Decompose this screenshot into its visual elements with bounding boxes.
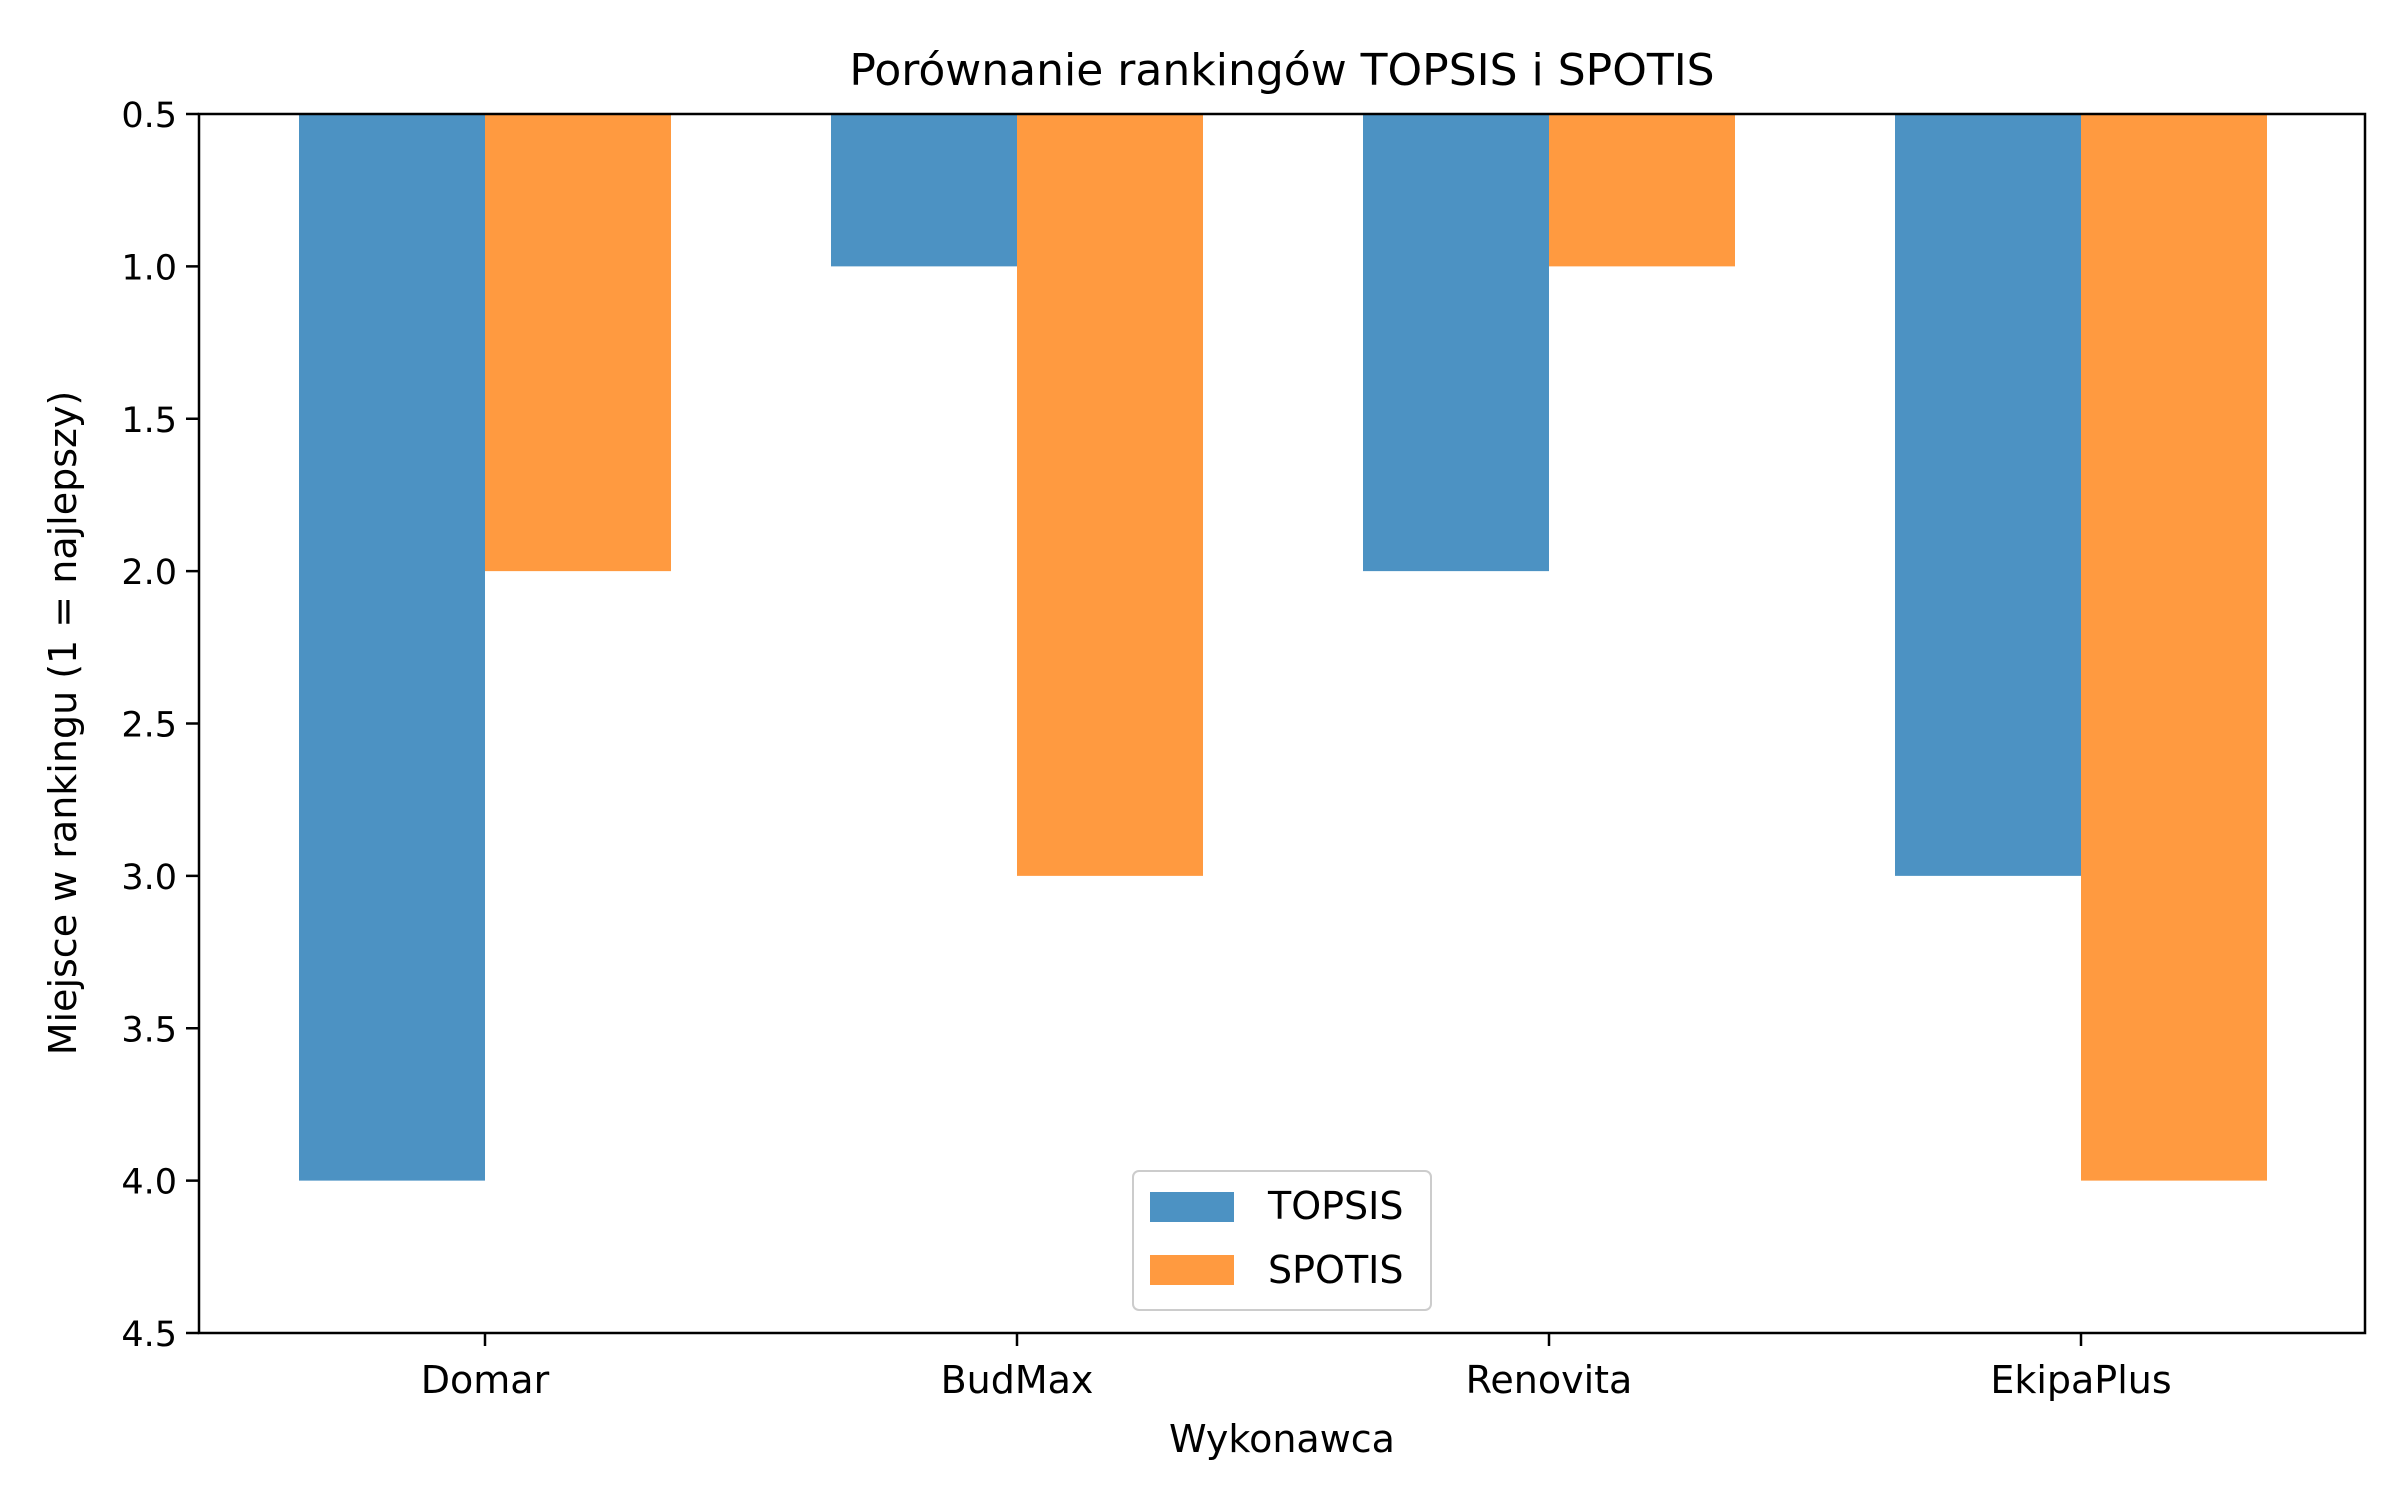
legend: TOPSIS SPOTIS (1132, 1170, 1432, 1311)
x-tick-label: Renovita (1466, 1358, 1633, 1402)
x-axis-ticks: Domar BudMax Renovita EkipaPlus (421, 1333, 2172, 1402)
bar-spotis-ekipaplus (2081, 114, 2267, 1181)
y-tick-label: 0.5 (121, 96, 177, 136)
legend-label-topsis: TOPSIS (1267, 1184, 1404, 1228)
bar-spotis-domar (485, 114, 671, 572)
x-axis-label: Wykonawca (1169, 1417, 1395, 1461)
x-tick-label: EkipaPlus (1990, 1358, 2171, 1402)
bar-spotis-renovita (1549, 114, 1735, 267)
y-axis-label: Miejsce w rankingu (1 = najlepszy) (41, 391, 85, 1056)
chart-title: Porównanie rankingów TOPSIS i SPOTIS (849, 45, 1714, 96)
y-tick-label: 3.0 (121, 858, 177, 898)
y-tick-label: 2.5 (121, 706, 177, 746)
plot-area: 0.5 1.0 1.5 2.0 2.5 3.0 3.5 4.0 4.5 Domar BudMax R… (121, 96, 2367, 1402)
bar-topsis-renovita (1363, 114, 1549, 572)
bar-topsis-ekipaplus (1895, 114, 2081, 876)
bar-spotis-budmax (1017, 114, 1203, 876)
bar-topsis-budmax (831, 114, 1017, 267)
y-tick-label: 3.5 (121, 1010, 177, 1050)
y-axis-ticks: 0.5 1.0 1.5 2.0 2.5 3.0 3.5 4.0 4.5 (121, 96, 199, 1355)
y-tick-label: 4.0 (121, 1163, 177, 1203)
y-tick-label: 1.5 (121, 401, 177, 441)
bars-group (299, 114, 2267, 1181)
legend-label-spotis: SPOTIS (1268, 1248, 1404, 1292)
x-tick-label: Domar (421, 1358, 550, 1402)
x-tick-label: BudMax (941, 1358, 1094, 1402)
legend-swatch-topsis (1150, 1192, 1234, 1222)
y-tick-label: 4.5 (121, 1315, 177, 1355)
y-tick-label: 2.0 (121, 553, 177, 593)
legend-swatch-spotis (1150, 1255, 1234, 1285)
bar-topsis-domar (299, 114, 485, 1181)
y-tick-label: 1.0 (121, 248, 177, 288)
